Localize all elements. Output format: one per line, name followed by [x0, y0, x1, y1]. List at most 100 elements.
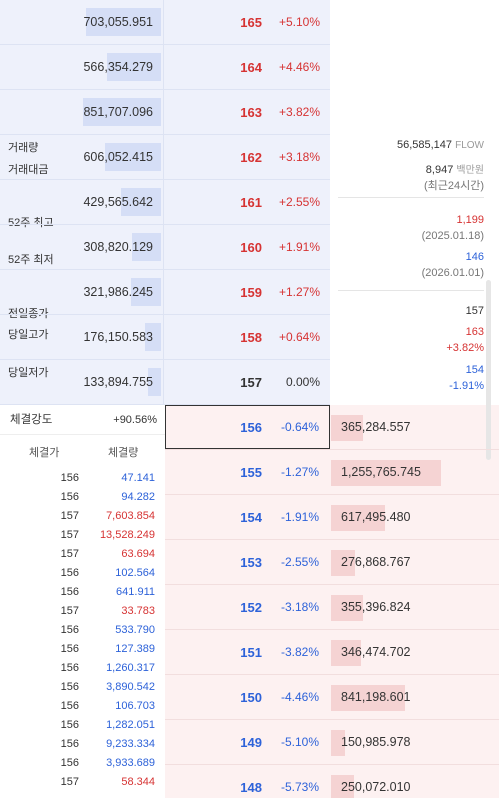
bid-price: 148 [240, 780, 262, 795]
ask-qty-bar [132, 233, 161, 261]
divider [338, 290, 484, 291]
ask-rate: +2.55% [278, 195, 320, 209]
ask-qty-cell: 133,894.755 [0, 360, 164, 404]
ask-row[interactable]: 176,150.583 158 +0.64% [0, 315, 330, 360]
trade-price: 156 [60, 624, 79, 636]
trade-qty: 47.141 [121, 472, 155, 484]
trade-price: 156 [60, 472, 79, 484]
bid-row[interactable]: 153 -2.55% 276,868.767 [165, 540, 499, 585]
bid-row[interactable]: 152 -3.18% 355,396.824 [165, 585, 499, 630]
ask-qty-bar [148, 368, 161, 396]
low52-value: 146 [465, 251, 484, 263]
ask-qty: 851,707.096 [83, 105, 153, 119]
ask-rate: +3.18% [278, 150, 320, 164]
bid-qty: 276,868.767 [341, 555, 411, 569]
day-low-label: 당일저가 [8, 367, 49, 379]
ask-rate: +4.46% [278, 60, 320, 74]
ask-qty: 703,055.951 [83, 15, 153, 29]
bid-rate: -1.27% [280, 465, 319, 479]
trade-qty: 533.790 [115, 624, 155, 636]
ask-rate: +5.10% [278, 15, 320, 29]
trade-row: 156 1,282.051 [0, 716, 165, 735]
volume-value: 56,585,147 [396, 139, 453, 151]
trade-row: 156 47.141 [0, 469, 165, 488]
ask-qty-cell: 176,150.583 [0, 315, 164, 359]
trade-row: 156 106.703 [0, 697, 165, 716]
bid-row[interactable]: 156 -0.64% 365,284.557 [165, 405, 499, 450]
trade-price: 157 [60, 510, 79, 522]
bid-qty: 841,198.601 [341, 690, 411, 704]
bid-row[interactable]: 154 -1.91% 617,495.480 [165, 495, 499, 540]
trade-qty: 1,282.051 [106, 719, 155, 731]
trade-price: 156 [60, 662, 79, 674]
volume-label: 거래량 [8, 142, 39, 154]
trade-strength-value: +90.56% [113, 414, 157, 426]
ask-orderbook [0, 0, 330, 405]
trade-row: 157 58.344 [0, 773, 165, 792]
ask-row[interactable]: 703,055.951 165 +5.10% [0, 0, 330, 45]
trade-qty: 9,233.334 [106, 738, 155, 750]
high52-value: 1,199 [456, 214, 484, 226]
ask-qty-bar [83, 98, 161, 126]
ask-qty: 429,565.642 [83, 195, 153, 209]
low52-label: 52주 최저 [8, 254, 54, 266]
ask-qty: 321,986.245 [83, 285, 153, 299]
bid-row[interactable]: 148 -5.73% 250,072.010 [165, 765, 499, 798]
ask-row[interactable]: 321,986.245 159 +1.27% [0, 270, 330, 315]
trade-row: 156 641.911 [0, 583, 165, 602]
ask-price: 161 [240, 195, 262, 210]
ask-row[interactable]: 133,894.755 157 0.00% [0, 360, 330, 405]
ask-price: 164 [240, 60, 262, 75]
ask-rate: 0.00% [285, 375, 320, 389]
ask-price: 160 [240, 240, 262, 255]
day-high-label: 당일고가 [8, 329, 49, 341]
low52-date: (2026.01.01) [421, 267, 484, 279]
bid-qty-cell: 250,072.010 [331, 765, 481, 798]
trade-row: 156 533.790 [0, 621, 165, 640]
ask-row[interactable]: 851,707.096 163 +3.82% [0, 90, 330, 135]
ask-rate: +0.64% [278, 330, 320, 344]
trade-price: 157 [60, 529, 79, 541]
trade-row: 157 63.694 [0, 545, 165, 564]
ask-row[interactable]: 566,354.279 164 +4.46% [0, 45, 330, 90]
ask-row[interactable]: 308,820.129 160 +1.91% [0, 225, 330, 270]
trade-price: 157 [60, 548, 79, 560]
trade-row: 157 7,603.854 [0, 507, 165, 526]
ask-rate: +1.27% [278, 285, 320, 299]
ask-row[interactable]: 429,565.642 161 +2.55% [0, 180, 330, 225]
ask-qty: 566,354.279 [83, 60, 153, 74]
trade-qty: 58.344 [121, 776, 155, 788]
bid-row[interactable]: 155 -1.27% 1,255,765.745 [165, 450, 499, 495]
divider [338, 197, 484, 198]
trade-qty: 127.389 [115, 643, 155, 655]
bid-row[interactable]: 149 -5.10% 150,985.978 [165, 720, 499, 765]
ask-qty-cell: 851,707.096 [0, 90, 164, 134]
bid-row[interactable]: 151 -3.82% 346,474.702 [165, 630, 499, 675]
trades-panel [0, 405, 165, 798]
ask-price: 162 [240, 150, 262, 165]
trade-price: 156 [60, 567, 79, 579]
trade-qty-header: 체결량 [108, 447, 139, 459]
bid-rate: -3.18% [280, 600, 319, 614]
ask-row[interactable]: 606,052.415 162 +3.18% [0, 135, 330, 180]
ask-price: 165 [240, 15, 262, 30]
bid-rate: -3.82% [280, 645, 319, 659]
current-price-highlight [165, 405, 330, 449]
day-high-rate: +3.82% [446, 342, 484, 354]
ask-price: 157 [240, 375, 262, 390]
ask-qty-cell: 321,986.245 [0, 270, 164, 314]
bid-qty: 250,072.010 [341, 780, 411, 794]
scrollbar[interactable] [486, 280, 491, 460]
trade-strength-label: 체결강도 [10, 414, 53, 426]
trade-qty: 102.564 [115, 567, 155, 579]
amount-label: 거래대금 [8, 164, 49, 176]
ask-qty-cell: 703,055.951 [0, 0, 164, 44]
bid-price: 151 [240, 645, 262, 660]
bid-row[interactable]: 150 -4.46% 841,198.601 [165, 675, 499, 720]
bid-qty-cell: 150,985.978 [331, 720, 481, 764]
bid-qty: 365,284.557 [341, 420, 411, 434]
trade-price: 157 [60, 776, 79, 788]
trade-price: 157 [60, 605, 79, 617]
bid-price: 156 [240, 420, 262, 435]
trade-qty: 3,890.542 [106, 681, 155, 693]
